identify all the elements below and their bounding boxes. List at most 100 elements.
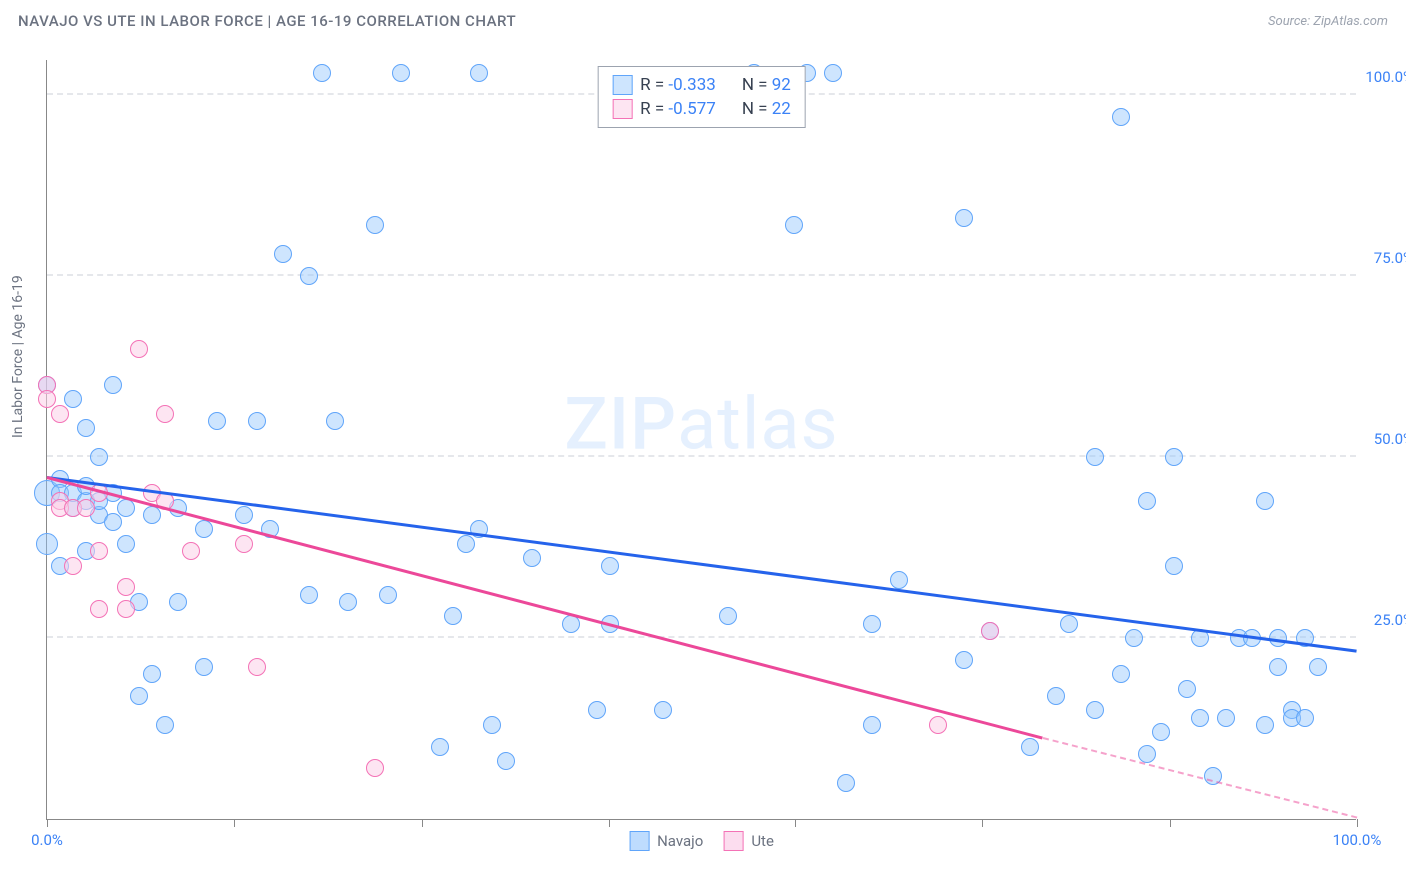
scatter-point [300, 267, 318, 285]
scatter-point [169, 593, 187, 611]
legend-swatch [723, 831, 743, 851]
scatter-point [235, 506, 253, 524]
scatter-point [719, 607, 737, 625]
scatter-point [274, 245, 292, 263]
scatter-point [195, 658, 213, 676]
y-tick-label: 25.0% [1374, 611, 1406, 629]
chart-source: Source: ZipAtlas.com [1268, 14, 1388, 29]
scatter-point [130, 687, 148, 705]
scatter-point [313, 64, 331, 82]
scatter-point [1178, 680, 1196, 698]
scatter-point [182, 542, 200, 560]
scatter-point [981, 622, 999, 640]
scatter-point [117, 578, 135, 596]
x-tick [1357, 819, 1358, 827]
scatter-point [248, 412, 266, 430]
chart-title: NAVAJO VS UTE IN LABOR FORCE | AGE 16-19… [18, 12, 516, 30]
scatter-point [470, 64, 488, 82]
x-tick [47, 819, 48, 827]
trend-line-extension [1042, 737, 1357, 819]
scatter-point [104, 513, 122, 531]
gridline [47, 455, 1356, 457]
x-tick [982, 819, 983, 827]
scatter-point [654, 701, 672, 719]
correlation-legend-row: R = -0.333N = 92 [612, 73, 791, 97]
trend-line [47, 476, 1357, 653]
legend-r-label: R = -0.333 [640, 75, 716, 95]
legend-swatch [612, 99, 632, 119]
scatter-point [1217, 709, 1235, 727]
y-tick-label: 75.0% [1374, 249, 1406, 267]
scatter-point [890, 571, 908, 589]
scatter-point [235, 535, 253, 553]
scatter-point [1086, 701, 1104, 719]
scatter-point [1138, 745, 1156, 763]
scatter-point [457, 535, 475, 553]
scatter-point [863, 716, 881, 734]
scatter-point [77, 499, 95, 517]
scatter-point [785, 216, 803, 234]
scatter-point [248, 658, 266, 676]
y-tick-label: 50.0% [1374, 430, 1406, 448]
scatter-point [601, 557, 619, 575]
watermark: ZIPatlas [564, 382, 838, 467]
scatter-point [1021, 738, 1039, 756]
x-tick [609, 819, 610, 827]
scatter-point [51, 405, 69, 423]
scatter-point [497, 752, 515, 770]
scatter-point [104, 376, 122, 394]
scatter-point [156, 405, 174, 423]
scatter-point [379, 586, 397, 604]
scatter-point [143, 665, 161, 683]
scatter-point [431, 738, 449, 756]
scatter-point [156, 716, 174, 734]
y-axis-label: In Labor Force | Age 16-19 [10, 275, 26, 438]
scatter-point [1309, 658, 1327, 676]
x-tick [795, 819, 796, 827]
scatter-point [523, 549, 541, 567]
legend-swatch [629, 831, 649, 851]
scatter-point [90, 600, 108, 618]
scatter-point [1165, 557, 1183, 575]
gridline [47, 274, 1356, 276]
scatter-point [195, 520, 213, 538]
legend-label: Navajo [657, 832, 703, 850]
trend-line [47, 476, 1043, 739]
x-tick [1170, 819, 1171, 827]
scatter-point [955, 209, 973, 227]
legend-n-label: N = 22 [742, 99, 791, 119]
scatter-point [392, 64, 410, 82]
scatter-point [1165, 448, 1183, 466]
legend-item: Navajo [629, 831, 703, 851]
chart-plot-area: 25.0%50.0%75.0%100.0%0.0%100.0%ZIPatlasR… [46, 60, 1356, 820]
scatter-point [588, 701, 606, 719]
scatter-point [1269, 658, 1287, 676]
gridline [47, 636, 1356, 638]
scatter-point [929, 716, 947, 734]
scatter-point [1060, 615, 1078, 633]
scatter-point [300, 586, 318, 604]
scatter-point [117, 535, 135, 553]
legend-item: Ute [723, 831, 774, 851]
scatter-point [326, 412, 344, 430]
scatter-point [90, 542, 108, 560]
scatter-point [64, 557, 82, 575]
scatter-point [863, 615, 881, 633]
scatter-point [1296, 709, 1314, 727]
scatter-point [366, 216, 384, 234]
scatter-point [1191, 709, 1209, 727]
correlation-legend: R = -0.333N = 92R = -0.577N = 22 [597, 66, 806, 128]
series-legend: Navajo Ute [629, 831, 774, 851]
scatter-point [90, 448, 108, 466]
correlation-legend-row: R = -0.577N = 22 [612, 97, 791, 121]
x-tick-label: 100.0% [1333, 831, 1382, 849]
scatter-point [1112, 108, 1130, 126]
scatter-point [1047, 687, 1065, 705]
scatter-point [1256, 492, 1274, 510]
x-tick-label: 0.0% [31, 831, 63, 849]
scatter-point [366, 759, 384, 777]
scatter-point [444, 607, 462, 625]
y-tick-label: 100.0% [1365, 68, 1406, 86]
scatter-point [339, 593, 357, 611]
scatter-point [208, 412, 226, 430]
